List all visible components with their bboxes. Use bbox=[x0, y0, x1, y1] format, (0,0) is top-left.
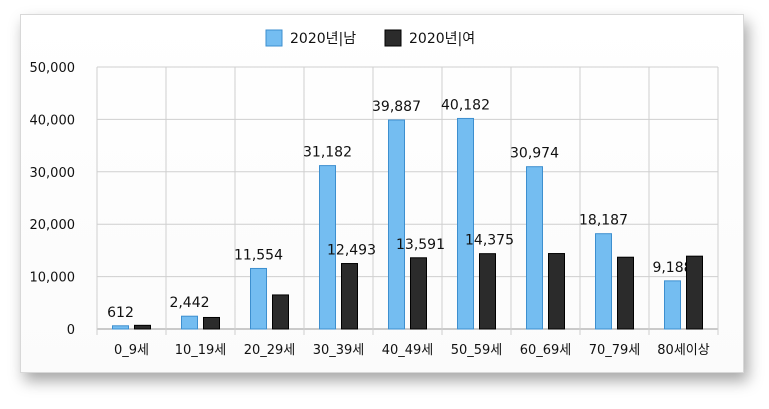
x-tick-label: 0_9세 bbox=[114, 343, 149, 358]
y-tick-label: 20,000 bbox=[30, 218, 76, 233]
data-label-series-2: 14,375 bbox=[465, 233, 514, 249]
legend-label: 2020년|여 bbox=[409, 31, 475, 47]
bar-series-2 bbox=[617, 256, 634, 330]
x-tick-label: 70_79세 bbox=[589, 343, 641, 358]
bar-series-1 bbox=[457, 117, 474, 330]
bar-series-1 bbox=[319, 165, 336, 330]
bar-series-1 bbox=[112, 325, 129, 330]
bar-series-1 bbox=[664, 280, 681, 330]
legend-swatch bbox=[265, 29, 283, 47]
data-label-series-1: 30,974 bbox=[510, 146, 559, 162]
y-tick-label: 0 bbox=[67, 323, 75, 338]
data-label-series-1: 40,182 bbox=[441, 97, 490, 113]
data-label-series-2: 12,493 bbox=[327, 243, 376, 259]
bar-series-2 bbox=[272, 294, 289, 330]
y-tick-label: 50,000 bbox=[30, 61, 76, 76]
x-tick-label: 40_49세 bbox=[382, 343, 434, 358]
x-tick-label: 50_59세 bbox=[451, 343, 503, 358]
data-label-series-1: 612 bbox=[107, 305, 134, 321]
data-label-series-1: 11,554 bbox=[234, 247, 283, 263]
x-tick-label: 80세이상 bbox=[657, 343, 709, 358]
bar-series-2 bbox=[134, 324, 151, 330]
bar-series-1 bbox=[595, 233, 612, 330]
data-label-series-1: 18,187 bbox=[579, 213, 628, 229]
x-tick-label: 60_69세 bbox=[520, 343, 572, 358]
bar-series-2 bbox=[410, 257, 427, 330]
legend-swatch bbox=[384, 29, 402, 47]
data-label-series-1: 39,887 bbox=[372, 99, 421, 115]
y-tick-label: 30,000 bbox=[30, 166, 76, 181]
bar-series-1 bbox=[250, 267, 267, 330]
bar-series-2 bbox=[341, 263, 358, 330]
bar-series-1 bbox=[388, 119, 405, 330]
bar-series-1 bbox=[526, 166, 543, 330]
bar-series-2 bbox=[548, 253, 565, 330]
data-label-series-1: 9,188 bbox=[652, 260, 692, 276]
data-label-series-2: 13,591 bbox=[396, 237, 445, 253]
x-tick-label: 30_39세 bbox=[313, 343, 365, 358]
y-tick-label: 10,000 bbox=[30, 271, 76, 286]
bar-series-2 bbox=[479, 253, 496, 330]
y-tick-label: 40,000 bbox=[30, 113, 76, 128]
x-tick-label: 10_19세 bbox=[175, 343, 227, 358]
bar-series-2 bbox=[203, 316, 220, 330]
data-label-series-1: 31,182 bbox=[303, 145, 352, 161]
bar-series-2 bbox=[686, 255, 703, 330]
bar-series-1 bbox=[181, 315, 198, 330]
legend-label: 2020년|남 bbox=[290, 31, 356, 47]
x-tick-label: 20_29세 bbox=[244, 343, 296, 358]
data-label-series-1: 2,442 bbox=[169, 295, 209, 311]
